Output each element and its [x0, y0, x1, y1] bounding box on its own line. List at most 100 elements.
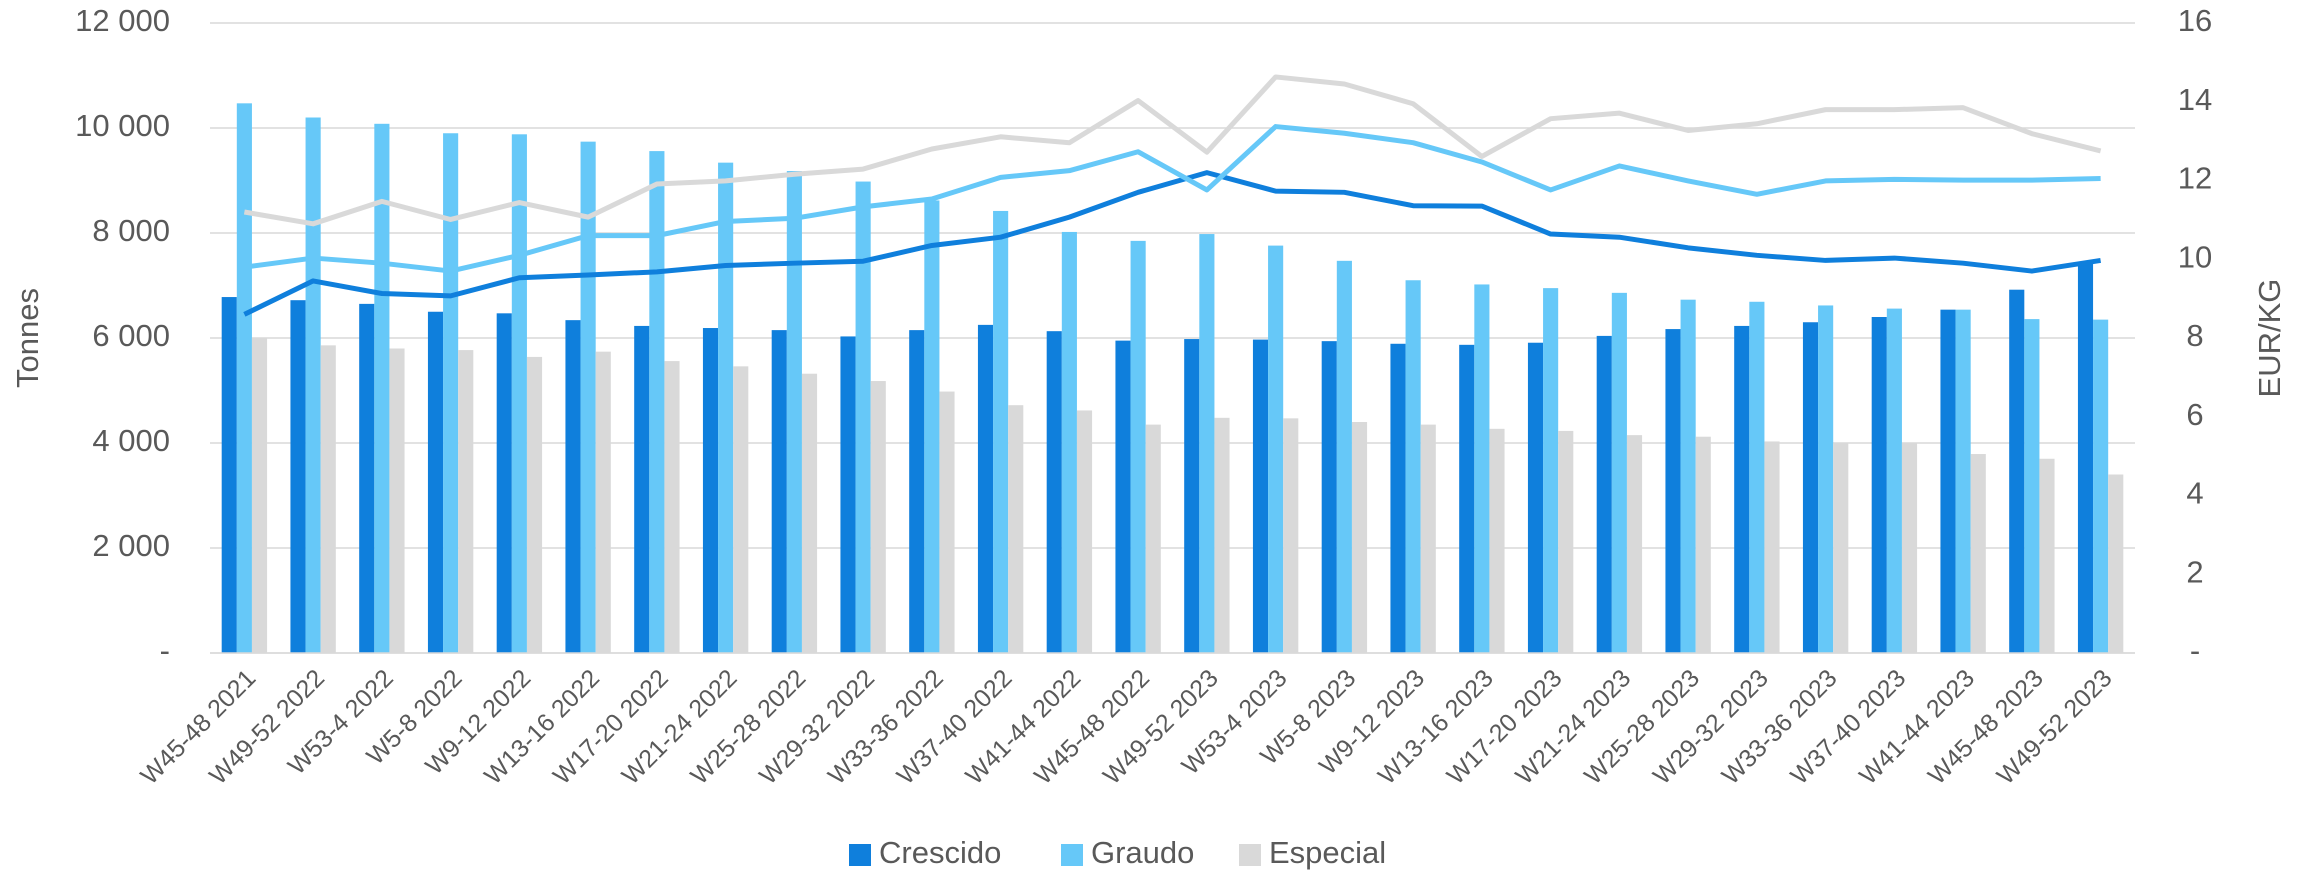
bar [2039, 458, 2055, 653]
legend-label: Especial [1269, 835, 1386, 870]
bar [1680, 299, 1696, 653]
y2-tick-label: 4 [2186, 476, 2203, 511]
bar [702, 328, 719, 653]
y2-tick-label: - [2190, 633, 2200, 668]
bar [1955, 309, 1971, 653]
bar [1626, 435, 1643, 653]
y2-tick-label: 8 [2186, 318, 2203, 353]
bar [1901, 443, 1918, 653]
bar [427, 311, 444, 653]
bar [2024, 319, 2040, 653]
bar [1749, 301, 1765, 653]
bar [909, 330, 925, 653]
y2-tick-label: 12 [2178, 161, 2212, 196]
legend-swatch [849, 844, 871, 866]
y2-tick-label: 10 [2178, 239, 2212, 274]
bar [526, 356, 543, 653]
y-tick-label: - [160, 633, 170, 668]
bar [801, 373, 818, 653]
bar [1405, 280, 1421, 653]
bar [1665, 329, 1681, 653]
bar [389, 348, 405, 653]
bar [496, 313, 512, 653]
price-line [243, 74, 2102, 227]
bar [939, 391, 955, 653]
bar [251, 338, 268, 653]
bar [1543, 288, 1559, 653]
bar [320, 345, 336, 653]
bar [2077, 261, 2094, 653]
bar [1833, 443, 1849, 653]
y2-tick-label: 16 [2178, 3, 2212, 38]
bar [1474, 284, 1490, 653]
bar [1336, 260, 1352, 653]
bar [2108, 474, 2124, 653]
bar [511, 134, 527, 654]
bar [1390, 343, 1406, 653]
bar [1886, 308, 1902, 653]
bar [1008, 405, 1024, 653]
y-tick-label: 6 000 [92, 318, 170, 353]
bar [1130, 240, 1146, 653]
bar [1268, 245, 1284, 653]
bar [993, 210, 1009, 653]
bar [374, 123, 390, 654]
bar [1184, 339, 1200, 653]
bar [855, 181, 871, 654]
bar [580, 141, 596, 653]
bar [1199, 234, 1215, 654]
bar [870, 381, 886, 653]
y-tick-label: 8 000 [92, 213, 170, 248]
bar [595, 351, 611, 653]
bar [840, 336, 856, 653]
bar [1764, 441, 1780, 653]
price-line [244, 124, 2101, 274]
bar [1115, 340, 1131, 653]
y2-tick-label: 6 [2186, 397, 2203, 432]
y-tick-label: 12 000 [75, 3, 170, 38]
bar [1871, 317, 1887, 653]
bar [1061, 231, 1077, 653]
bar [359, 303, 375, 653]
legend-swatch [1061, 844, 1083, 866]
y-tick-label: 2 000 [92, 528, 170, 563]
bar [1695, 436, 1711, 653]
bar [2009, 289, 2025, 653]
bar [1214, 417, 1230, 653]
bar [664, 361, 680, 653]
y2-tick-label: 2 [2186, 554, 2203, 589]
bar [649, 151, 665, 653]
bar [221, 297, 237, 653]
bar [1970, 454, 1986, 653]
bar [1802, 322, 1819, 653]
bar [2093, 319, 2109, 653]
y-tick-label: 4 000 [92, 423, 170, 458]
bar [236, 103, 252, 653]
bar [1596, 335, 1612, 653]
bar [1527, 342, 1544, 653]
bar [443, 133, 459, 653]
y-tick-label: 10 000 [75, 108, 170, 143]
bar [977, 324, 994, 653]
legend-swatch [1239, 844, 1261, 866]
bar [1076, 410, 1093, 653]
bar [1351, 422, 1368, 653]
bar [786, 171, 802, 654]
bar [290, 300, 306, 653]
bar [1459, 344, 1475, 653]
y2-tick-label: 14 [2178, 82, 2212, 117]
bar [634, 325, 650, 653]
bar [1558, 430, 1574, 653]
bar [718, 162, 734, 653]
bar [1818, 305, 1834, 653]
bar [1145, 424, 1161, 653]
bar [1611, 292, 1627, 653]
bar [1940, 309, 1956, 653]
bar [1252, 339, 1269, 653]
bar [305, 117, 321, 653]
bar [565, 320, 581, 653]
bar [924, 200, 940, 653]
bar [1489, 428, 1505, 653]
bar [1283, 418, 1299, 653]
